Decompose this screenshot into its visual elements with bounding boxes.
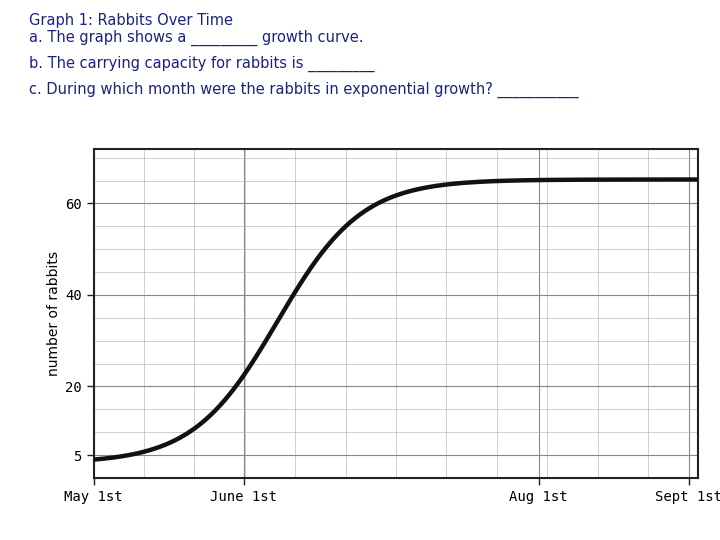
Text: c. During which month were the rabbits in exponential growth? ___________: c. During which month were the rabbits i… <box>29 82 578 98</box>
Y-axis label: number of rabbits: number of rabbits <box>47 251 61 376</box>
Text: b. The carrying capacity for rabbits is _________: b. The carrying capacity for rabbits is … <box>29 56 374 72</box>
Text: Graph 1: Rabbits Over Time: Graph 1: Rabbits Over Time <box>29 14 233 29</box>
Text: a. The graph shows a _________ growth curve.: a. The graph shows a _________ growth cu… <box>29 30 364 46</box>
